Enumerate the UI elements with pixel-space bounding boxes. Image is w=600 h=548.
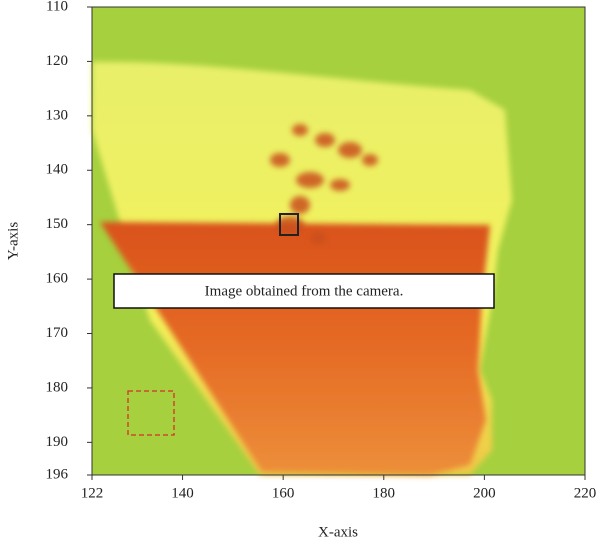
y-tick-label: 140 xyxy=(46,162,69,178)
y-tick-label: 110 xyxy=(46,0,68,14)
x-tick-label: 200 xyxy=(473,485,496,501)
y-tick-label: 180 xyxy=(46,379,69,395)
x-tick-label: 160 xyxy=(272,485,295,501)
x-tick-label: 220 xyxy=(574,485,597,501)
x-tick-label: 140 xyxy=(171,485,194,501)
plot-frame xyxy=(91,6,586,476)
x-tick-label: 180 xyxy=(373,485,396,501)
y-tick-label: 150 xyxy=(46,216,69,232)
y-tick-label: 190 xyxy=(46,434,69,450)
annotation-box xyxy=(113,273,495,309)
y-axis-label: Y-axis xyxy=(5,222,21,260)
y-tick-label: 196 xyxy=(46,466,69,482)
reference-box xyxy=(127,390,175,436)
x-axis-label: X-axis xyxy=(318,524,358,540)
y-tick-label: 130 xyxy=(46,107,69,123)
x-tick-label: 122 xyxy=(81,485,104,501)
y-tick-label: 160 xyxy=(46,271,69,287)
y-tick-label: 170 xyxy=(46,325,69,341)
thermal-image xyxy=(92,7,585,475)
annotation: Image obtained from the camera. xyxy=(205,283,404,299)
y-tick-label: 120 xyxy=(46,53,69,69)
roi-box xyxy=(279,213,299,236)
